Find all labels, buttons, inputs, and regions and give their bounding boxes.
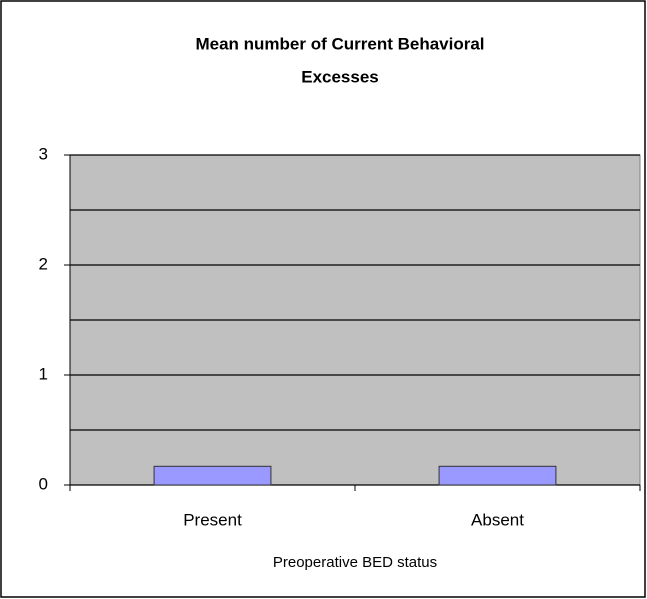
y-tick-label: 0	[39, 474, 48, 493]
chart-title: Mean number of Current Behavioral	[195, 34, 484, 53]
y-tick-label: 3	[39, 144, 48, 163]
x-axis-title: Preoperative BED status	[273, 554, 437, 571]
bar	[153, 465, 272, 486]
x-tick-label: Present	[183, 510, 242, 529]
chart-title: Excesses	[301, 67, 379, 86]
bar	[438, 465, 557, 486]
x-tick-label: Absent	[471, 510, 524, 529]
y-tick-label: 1	[39, 364, 48, 383]
y-tick-label: 2	[39, 254, 48, 273]
